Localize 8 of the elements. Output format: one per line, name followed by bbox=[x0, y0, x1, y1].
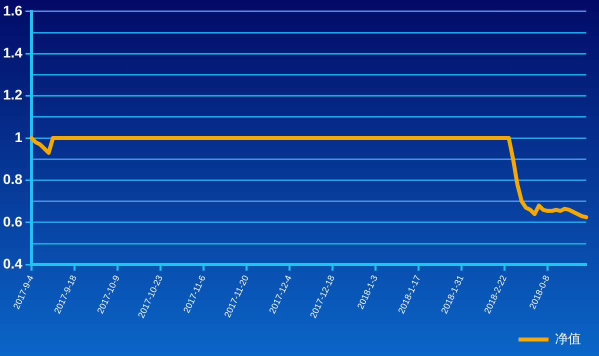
y-tick-label: 0.8 bbox=[2, 171, 23, 188]
legend-label: 净值 bbox=[555, 331, 581, 346]
y-tick-label: 1.2 bbox=[2, 86, 23, 103]
y-tick-label: 1.4 bbox=[2, 44, 23, 60]
y-tick-label: 1 bbox=[14, 128, 23, 145]
y-tick-label: 0.4 bbox=[2, 256, 23, 272]
y-tick-label: 1.6 bbox=[2, 2, 23, 18]
y-tick-label: 0.6 bbox=[2, 213, 23, 230]
